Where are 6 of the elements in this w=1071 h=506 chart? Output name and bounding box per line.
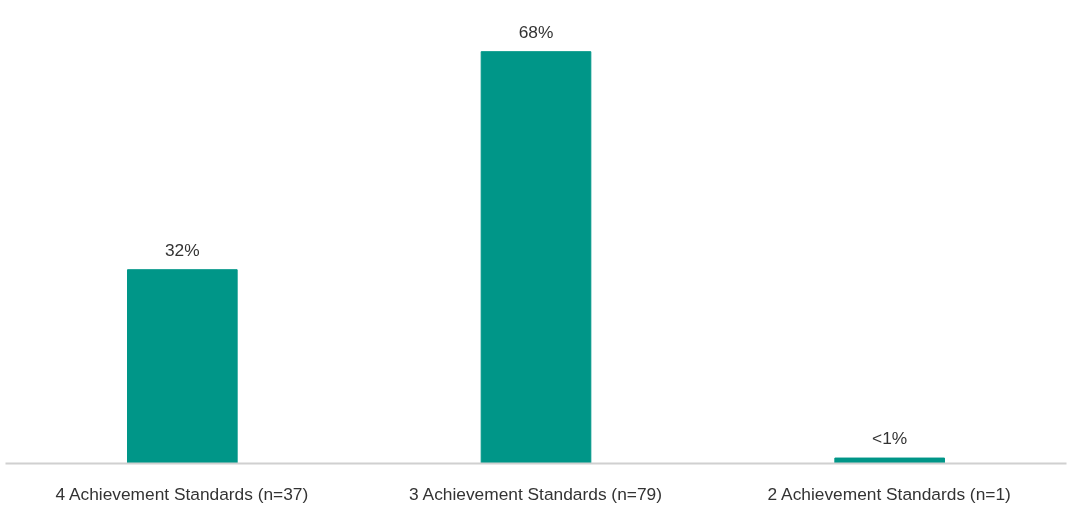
data-label: <1% [872, 428, 908, 449]
data-label: 32% [164, 239, 200, 260]
x-tick-label: 3 Achievement Standards (n=79) [409, 483, 662, 504]
x-tick-label: 2 Achievement Standards (n=1) [767, 483, 1011, 504]
data-label: 68% [518, 21, 554, 42]
x-tick-label: 4 Achievement Standards (n=37) [55, 483, 309, 504]
